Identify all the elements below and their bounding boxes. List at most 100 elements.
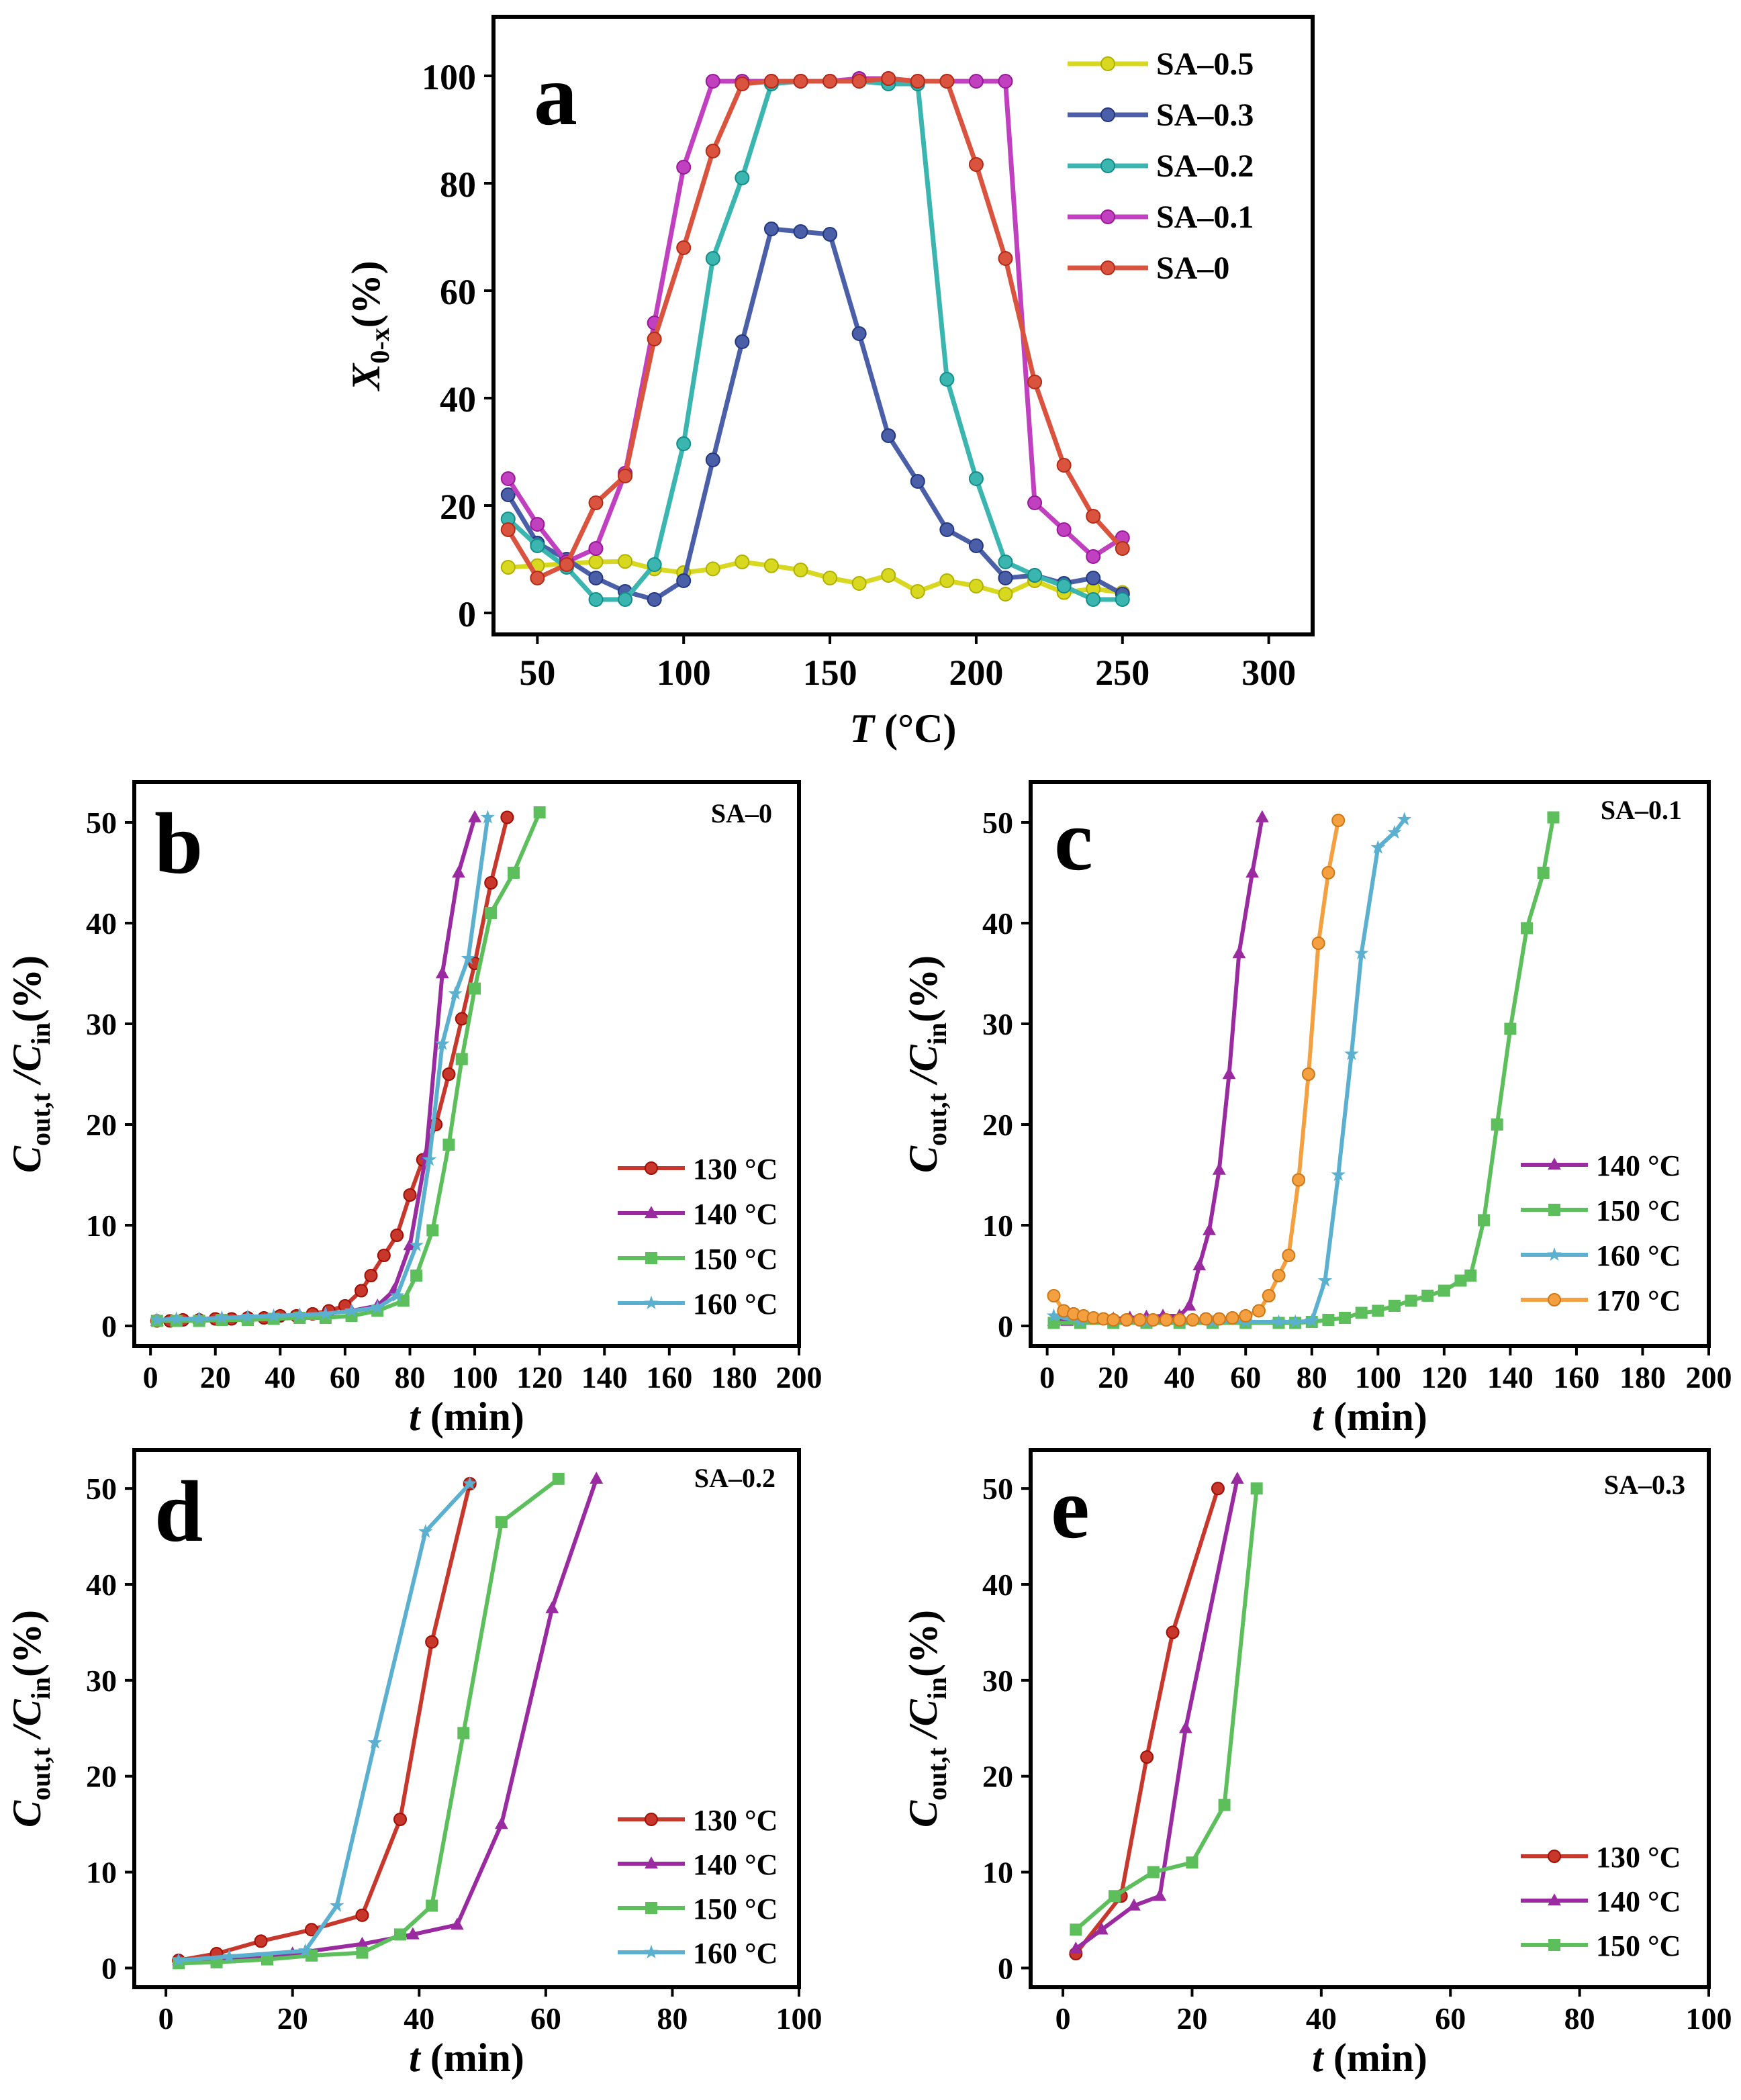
y-tick-label-e: 50 [982, 1472, 1013, 1506]
x-tick-label-d: 80 [657, 2001, 688, 2036]
data-point-b-0 [500, 810, 514, 824]
data-point-a-4 [500, 522, 516, 537]
y-tick-label-d: 50 [86, 1472, 117, 1506]
legend-label-d-3: 160 °C [693, 1937, 778, 1970]
data-point-c-3 [1199, 1312, 1213, 1326]
data-point-a-0 [822, 571, 838, 585]
data-point-a-0 [500, 560, 516, 575]
y-tick-label-d: 40 [86, 1568, 117, 1602]
y-tick-label-e: 0 [998, 1951, 1013, 1985]
data-point-a-1 [939, 522, 955, 537]
data-point-a-3 [530, 517, 545, 532]
data-point-a-4 [998, 251, 1013, 266]
y-axis-title-a: X0-x(%) [344, 260, 395, 391]
legend-label-d-2: 150 °C [693, 1893, 778, 1925]
data-point-c-3 [1272, 1269, 1286, 1282]
data-point-a-1 [793, 224, 808, 239]
x-axis-title-a: T (°C) [850, 706, 957, 751]
data-point-c-2 [1288, 1314, 1303, 1329]
legend-marker-e-1 [1548, 1893, 1561, 1906]
x-tick-label-c: 0 [1039, 1360, 1055, 1394]
data-point-d-1 [494, 1817, 508, 1829]
legend-marker-a-4 [1100, 260, 1115, 275]
data-point-a-1 [763, 222, 779, 236]
data-point-a-2 [1027, 568, 1043, 583]
data-point-a-0 [618, 554, 633, 569]
x-tick-label-a: 150 [803, 653, 857, 693]
series-e-1 [1069, 1472, 1244, 1954]
x-tick-label-e: 40 [1306, 2001, 1337, 2036]
y-tick-label-b: 40 [86, 906, 117, 941]
data-point-c-1 [1372, 1304, 1384, 1317]
y-axis-title-d: Cout,t /Cin(%) [5, 1610, 56, 1827]
data-point-b-3 [344, 1303, 359, 1317]
data-point-c-2 [1354, 945, 1369, 960]
y-tick-label-a: 60 [440, 272, 476, 312]
data-point-d-1 [450, 1917, 464, 1930]
data-point-c-3 [1321, 866, 1335, 879]
series-e-2 [1070, 1482, 1263, 1936]
legend-label-d-0: 130 °C [693, 1804, 778, 1837]
legend-label-a-4: SA–0 [1156, 250, 1229, 286]
legend-label-a-0: SA–0.5 [1156, 46, 1254, 82]
data-point-c-0 [1192, 1258, 1207, 1271]
x-tick-label-d: 40 [404, 2001, 434, 2036]
data-point-b-2 [469, 982, 481, 995]
data-point-d-3 [418, 1524, 433, 1538]
data-point-c-2 [1046, 1308, 1062, 1323]
data-point-a-2 [968, 471, 984, 486]
x-tick-label-e: 0 [1055, 2001, 1071, 2036]
y-tick-label-d: 30 [86, 1664, 117, 1698]
data-point-d-1 [590, 1472, 604, 1484]
legend-label-e-1: 140 °C [1596, 1885, 1681, 1918]
chart-d: 0 20 40 60 80 100 0 10 20 30 40 50 t (min) Cout,t /Ci… [5, 1448, 822, 2080]
data-point-a-1 [705, 452, 720, 467]
data-point-b-2 [455, 1053, 468, 1065]
x-tick-label-d: 20 [277, 2001, 308, 2036]
y-tick-label-a: 100 [422, 57, 476, 97]
data-point-d-2 [305, 1949, 318, 1962]
data-point-d-3 [297, 1943, 313, 1957]
legend-marker-b-0 [645, 1161, 658, 1175]
legend-label-d-1: 140 °C [693, 1848, 778, 1881]
plot-frame-d [132, 1448, 801, 1989]
legend-marker-c-2 [1547, 1247, 1562, 1261]
x-tick-label-b: 180 [711, 1360, 757, 1394]
data-point-a-1 [647, 592, 662, 607]
data-point-a-2 [998, 555, 1013, 569]
data-point-c-3 [1172, 1313, 1186, 1327]
data-point-e-0 [1140, 1750, 1154, 1764]
x-tick-label-b: 80 [394, 1360, 425, 1394]
y-tick-label-b: 10 [86, 1208, 117, 1243]
data-point-b-2 [533, 806, 546, 818]
x-tick-label-c: 160 [1553, 1360, 1599, 1394]
legend-label-a-1: SA–0.3 [1156, 97, 1254, 133]
data-point-b-3 [435, 1036, 450, 1051]
data-point-a-4 [588, 495, 604, 510]
data-point-c-2 [1344, 1046, 1359, 1061]
legend-marker-d-2 [645, 1902, 657, 1914]
data-point-b-0 [455, 1012, 469, 1026]
y-tick-label-b: 50 [86, 806, 117, 840]
x-tick-label-b: 60 [330, 1360, 361, 1394]
data-point-a-2 [1056, 579, 1072, 593]
x-tick-label-b: 140 [581, 1360, 628, 1394]
x-tick-label-e: 60 [1435, 2001, 1466, 2036]
data-point-b-3 [240, 1309, 255, 1323]
legend-label-a-2: SA–0.2 [1156, 148, 1254, 184]
data-point-c-3 [1107, 1313, 1121, 1327]
legend-label-c-3: 170 °C [1596, 1284, 1681, 1317]
data-point-e-2 [1070, 1923, 1082, 1936]
data-point-e-2 [1186, 1856, 1198, 1869]
data-point-c-3 [1212, 1312, 1226, 1326]
legend-marker-b-2 [645, 1252, 657, 1264]
data-point-a-0 [735, 555, 750, 569]
x-tick-label-c: 200 [1686, 1360, 1732, 1394]
data-point-b-3 [318, 1306, 333, 1321]
series-c-3 [1047, 814, 1346, 1327]
data-point-c-1 [1388, 1300, 1401, 1312]
x-tick-label-b: 200 [776, 1360, 822, 1394]
y-tick-label-a: 40 [440, 379, 476, 420]
y-tick-label-c: 50 [982, 806, 1013, 840]
